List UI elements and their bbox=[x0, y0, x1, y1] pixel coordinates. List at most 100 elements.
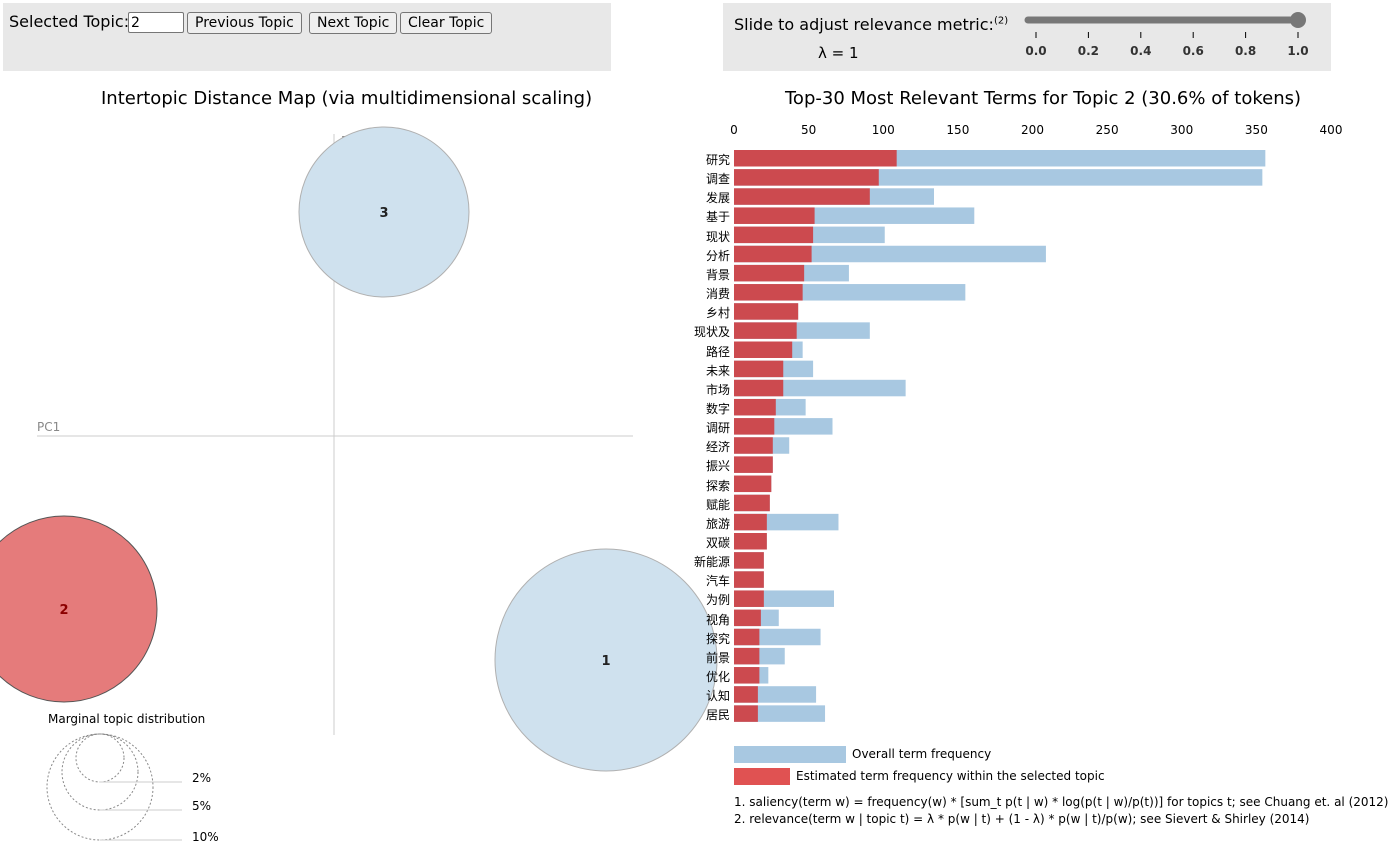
topic-1-circle[interactable] bbox=[494, 548, 718, 772]
topic-frequency-bar[interactable] bbox=[734, 226, 814, 244]
term-label[interactable]: 居民 bbox=[705, 708, 730, 723]
topic-frequency-bar[interactable] bbox=[734, 494, 770, 512]
topic-frequency-bar[interactable] bbox=[734, 169, 879, 186]
topic-frequency-bar[interactable] bbox=[734, 475, 772, 493]
topic-frequency-bar[interactable] bbox=[734, 705, 758, 722]
term-label[interactable]: 探索 bbox=[705, 478, 730, 493]
footnote-marker: (2) bbox=[993, 15, 1009, 27]
clear-topic-button[interactable]: Clear Topic bbox=[400, 12, 493, 34]
term-label[interactable]: 视角 bbox=[705, 612, 730, 627]
selected-topic-input[interactable] bbox=[128, 12, 184, 33]
term-label[interactable]: 旅游 bbox=[705, 516, 730, 531]
topic-frequency-bar[interactable] bbox=[734, 284, 803, 301]
topic-frequency-bar[interactable] bbox=[734, 513, 767, 531]
previous-topic-button[interactable]: Previous Topic bbox=[187, 12, 302, 34]
topic-frequency-bar[interactable] bbox=[734, 303, 799, 320]
topic-2-circle[interactable] bbox=[0, 515, 158, 703]
term-label[interactable]: 探究 bbox=[705, 631, 730, 646]
legend-overall-label: Overall term frequency bbox=[852, 747, 992, 761]
topic-2-label: 2 bbox=[59, 603, 68, 618]
topic-3-circle[interactable] bbox=[298, 126, 470, 298]
relevance-slider-panel: Slide to adjust relevance metric:(2) λ =… bbox=[723, 3, 1331, 71]
topic-frequency-bar[interactable] bbox=[734, 188, 870, 205]
relevance-note: 2. relevance(term w | topic t) = λ * p(w… bbox=[734, 812, 1310, 826]
term-label[interactable]: 乡村 bbox=[705, 306, 730, 321]
topic-frequency-bar[interactable] bbox=[734, 571, 764, 588]
term-label[interactable]: 前景 bbox=[705, 650, 730, 665]
term-label[interactable]: 调研 bbox=[705, 421, 730, 436]
term-label[interactable]: 现状 bbox=[705, 229, 730, 244]
topic-frequency-bar[interactable] bbox=[734, 341, 793, 359]
topic-frequency-bar[interactable] bbox=[734, 322, 797, 339]
slider-tick-label: 0.8 bbox=[1235, 44, 1256, 58]
term-label[interactable]: 路径 bbox=[705, 344, 730, 359]
topic-frequency-bar[interactable] bbox=[734, 398, 776, 416]
topic-3-label: 3 bbox=[379, 206, 388, 221]
lambda-value: λ = 1 bbox=[818, 44, 859, 62]
topic-frequency-bar[interactable] bbox=[734, 437, 773, 454]
term-label[interactable]: 现状及 bbox=[693, 325, 730, 340]
intertopic-distance-map: PC2 PC1 3 1 2 Marginal topic distributio… bbox=[0, 126, 718, 844]
topic-frequency-bar[interactable] bbox=[734, 150, 897, 167]
saliency-note: 1. saliency(term w) = frequency(w) * [su… bbox=[734, 795, 1389, 809]
slider-tick-label: 0.4 bbox=[1130, 44, 1151, 58]
x-tick-label: 350 bbox=[1244, 123, 1268, 137]
topic-frequency-bar[interactable] bbox=[734, 628, 760, 646]
term-label[interactable]: 调查 bbox=[705, 172, 730, 187]
bar-chart-title: Top-30 Most Relevant Terms for Topic 2 (… bbox=[785, 88, 1302, 109]
topic-frequency-bar[interactable] bbox=[734, 647, 760, 665]
topic-frequency-bar[interactable] bbox=[734, 360, 784, 378]
legend-topic-label: Estimated term frequency within the sele… bbox=[796, 769, 1105, 783]
term-label[interactable]: 基于 bbox=[705, 210, 730, 225]
topic-frequency-bar[interactable] bbox=[734, 245, 812, 263]
topic-frequency-bar[interactable] bbox=[734, 379, 784, 397]
topic-frequency-bar[interactable] bbox=[734, 552, 764, 569]
term-label[interactable]: 新能源 bbox=[693, 555, 730, 570]
term-label[interactable]: 优化 bbox=[705, 670, 730, 685]
topic-frequency-bar[interactable] bbox=[734, 686, 758, 703]
topic-frequency-bar[interactable] bbox=[734, 418, 775, 435]
overall-frequency-bar[interactable] bbox=[734, 245, 1046, 263]
selected-topic-label: Selected Topic: bbox=[9, 12, 130, 31]
topic-frequency-bar[interactable] bbox=[734, 667, 760, 684]
term-label[interactable]: 消费 bbox=[705, 287, 730, 302]
term-label[interactable]: 认知 bbox=[705, 689, 730, 704]
topic-1-label: 1 bbox=[601, 654, 610, 669]
x-tick-label: 200 bbox=[1021, 123, 1044, 137]
term-label[interactable]: 为例 bbox=[705, 593, 730, 608]
pc1-label: PC1 bbox=[37, 420, 60, 434]
term-label[interactable]: 研究 bbox=[705, 153, 730, 167]
marginal-label-2pct: 2% bbox=[192, 771, 211, 785]
term-label[interactable]: 振兴 bbox=[705, 459, 730, 474]
term-label[interactable]: 经济 bbox=[705, 440, 730, 455]
marginal-circle-2pct bbox=[75, 733, 125, 783]
topic-frequency-bar[interactable] bbox=[734, 590, 764, 607]
term-label[interactable]: 双碳 bbox=[705, 536, 730, 550]
next-topic-button[interactable]: Next Topic bbox=[309, 12, 398, 34]
marginal-label-5pct: 5% bbox=[192, 799, 211, 813]
term-label[interactable]: 市场 bbox=[705, 382, 730, 397]
term-label[interactable]: 数字 bbox=[705, 401, 730, 416]
topic-frequency-bar[interactable] bbox=[734, 264, 805, 282]
legend-topic-swatch bbox=[734, 768, 790, 785]
topic-frequency-bar[interactable] bbox=[734, 533, 767, 550]
slider-handle[interactable] bbox=[1290, 12, 1306, 28]
x-tick-label: 400 bbox=[1319, 123, 1343, 137]
topic-frequency-bar[interactable] bbox=[734, 207, 815, 224]
term-label[interactable]: 未来 bbox=[705, 363, 730, 378]
marginal-label-10pct: 10% bbox=[192, 830, 219, 844]
term-label[interactable]: 背景 bbox=[705, 267, 730, 282]
topic-frequency-bar[interactable] bbox=[734, 609, 761, 627]
slider-tick-label: 1.0 bbox=[1287, 44, 1308, 58]
slider-tick-label: 0.2 bbox=[1078, 44, 1099, 58]
slider-tick-label: 0.6 bbox=[1183, 44, 1204, 58]
topic-frequency-bar[interactable] bbox=[734, 456, 773, 473]
term-bar-chart bbox=[734, 150, 1266, 722]
term-label[interactable]: 发展 bbox=[705, 191, 730, 206]
term-label[interactable]: 分析 bbox=[705, 248, 730, 263]
term-label[interactable]: 汽车 bbox=[705, 574, 730, 589]
lambda-slider[interactable]: 0.0 0.2 0.4 0.6 0.8 1.0 bbox=[1023, 9, 1323, 64]
term-label[interactable]: 赋能 bbox=[705, 497, 730, 512]
topic-control-panel: Selected Topic: Previous Topic Next Topi… bbox=[3, 3, 611, 71]
x-tick-label: 0 bbox=[730, 123, 738, 137]
